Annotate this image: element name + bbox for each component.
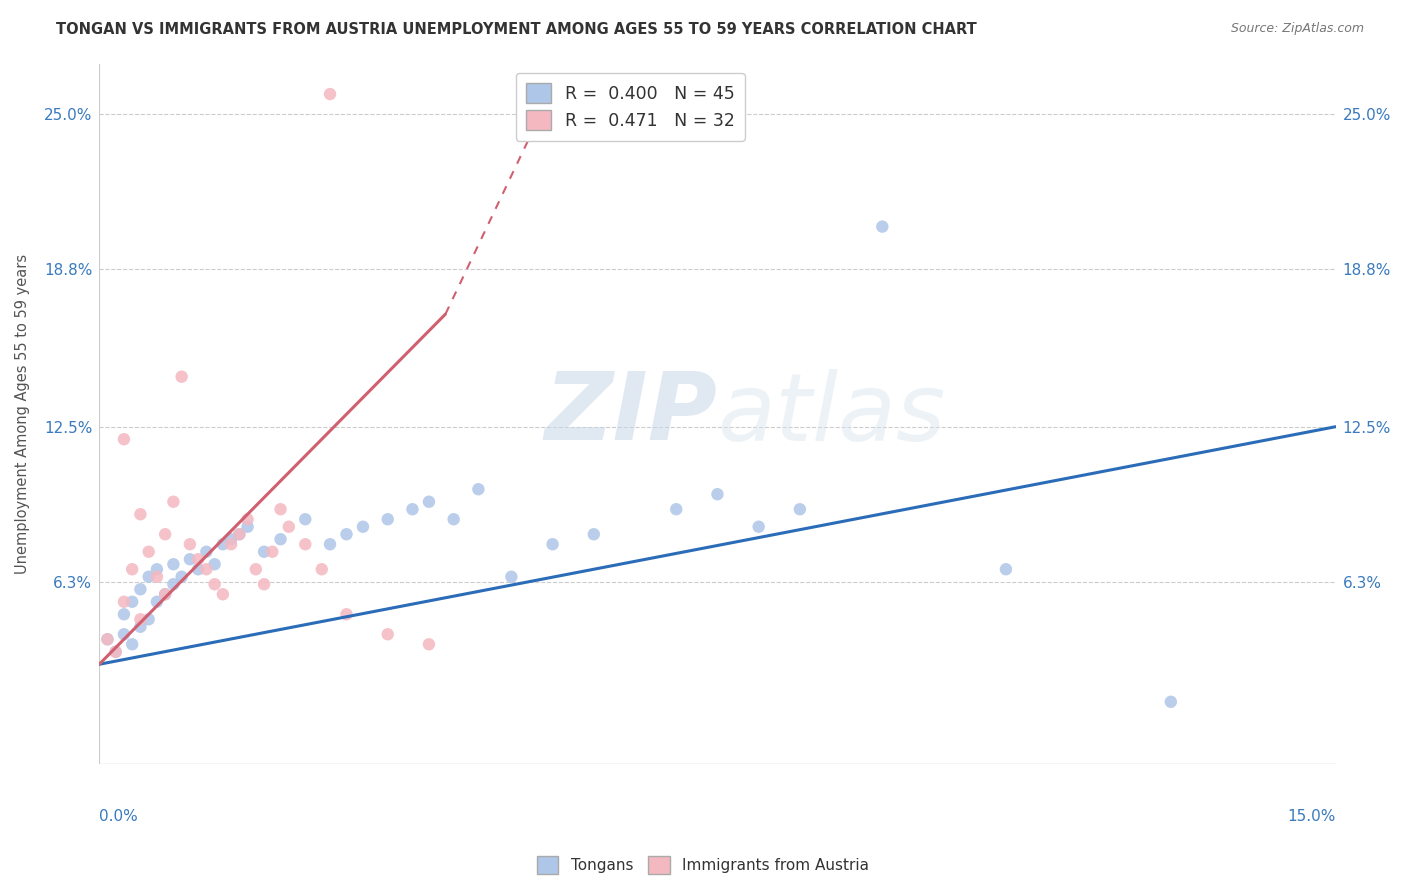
Point xyxy=(162,558,184,572)
Point xyxy=(121,637,143,651)
Point xyxy=(112,607,135,622)
Point xyxy=(789,502,811,516)
Point xyxy=(179,552,201,566)
Point xyxy=(335,527,357,541)
Text: 15.0%: 15.0% xyxy=(1288,809,1336,824)
Point xyxy=(112,595,135,609)
Point xyxy=(228,527,250,541)
Point xyxy=(146,595,169,609)
Point xyxy=(170,570,193,584)
Legend: Tongans, Immigrants from Austria: Tongans, Immigrants from Austria xyxy=(531,850,875,880)
Text: ZIP: ZIP xyxy=(544,368,717,460)
Point xyxy=(418,637,440,651)
Point xyxy=(170,369,193,384)
Point xyxy=(253,577,276,591)
Point xyxy=(236,520,259,534)
Point xyxy=(112,432,135,446)
Point xyxy=(311,562,333,576)
Point xyxy=(138,612,160,626)
Point xyxy=(994,562,1017,576)
Point xyxy=(270,533,292,547)
Point xyxy=(270,502,292,516)
Point xyxy=(236,512,259,526)
Point xyxy=(219,533,242,547)
Point xyxy=(665,502,688,516)
Point xyxy=(277,520,299,534)
Point xyxy=(294,537,316,551)
Point xyxy=(706,487,728,501)
Text: atlas: atlas xyxy=(717,368,946,459)
Point xyxy=(377,627,399,641)
Point xyxy=(129,620,152,634)
Point xyxy=(335,607,357,622)
Point xyxy=(245,562,267,576)
Point xyxy=(352,520,374,534)
Point xyxy=(153,587,176,601)
Text: Source: ZipAtlas.com: Source: ZipAtlas.com xyxy=(1230,22,1364,36)
Text: TONGAN VS IMMIGRANTS FROM AUSTRIA UNEMPLOYMENT AMONG AGES 55 TO 59 YEARS CORRELA: TONGAN VS IMMIGRANTS FROM AUSTRIA UNEMPL… xyxy=(56,22,977,37)
Point xyxy=(96,632,118,647)
Point xyxy=(501,570,523,584)
Point xyxy=(153,527,176,541)
Point xyxy=(121,595,143,609)
Point xyxy=(1160,695,1182,709)
Point xyxy=(162,577,184,591)
Point xyxy=(121,562,143,576)
Point xyxy=(377,512,399,526)
Point xyxy=(582,527,605,541)
Point xyxy=(162,494,184,508)
Point xyxy=(467,482,489,496)
Point xyxy=(146,570,169,584)
Point xyxy=(401,502,423,516)
Point xyxy=(319,87,342,101)
Point xyxy=(443,512,465,526)
Point xyxy=(204,577,226,591)
Point xyxy=(187,562,209,576)
Point xyxy=(219,537,242,551)
Point xyxy=(112,627,135,641)
Point xyxy=(294,512,316,526)
Point xyxy=(104,645,127,659)
Point xyxy=(195,545,218,559)
Point xyxy=(187,552,209,566)
Point xyxy=(153,587,176,601)
Point xyxy=(204,558,226,572)
Point xyxy=(195,562,218,576)
Point xyxy=(179,537,201,551)
Point xyxy=(541,537,564,551)
Text: 0.0%: 0.0% xyxy=(100,809,138,824)
Point xyxy=(418,494,440,508)
Point xyxy=(872,219,894,234)
Point xyxy=(129,582,152,597)
Point xyxy=(212,587,235,601)
Point xyxy=(96,632,118,647)
Point xyxy=(146,562,169,576)
Point xyxy=(104,645,127,659)
Point xyxy=(129,507,152,521)
Point xyxy=(748,520,770,534)
Point xyxy=(212,537,235,551)
Point xyxy=(253,545,276,559)
Y-axis label: Unemployment Among Ages 55 to 59 years: Unemployment Among Ages 55 to 59 years xyxy=(15,254,30,574)
Point xyxy=(228,527,250,541)
Point xyxy=(129,612,152,626)
Point xyxy=(138,545,160,559)
Point xyxy=(138,570,160,584)
Point xyxy=(319,537,342,551)
Legend: R =  0.400   N = 45, R =  0.471   N = 32: R = 0.400 N = 45, R = 0.471 N = 32 xyxy=(516,73,745,141)
Point xyxy=(262,545,284,559)
